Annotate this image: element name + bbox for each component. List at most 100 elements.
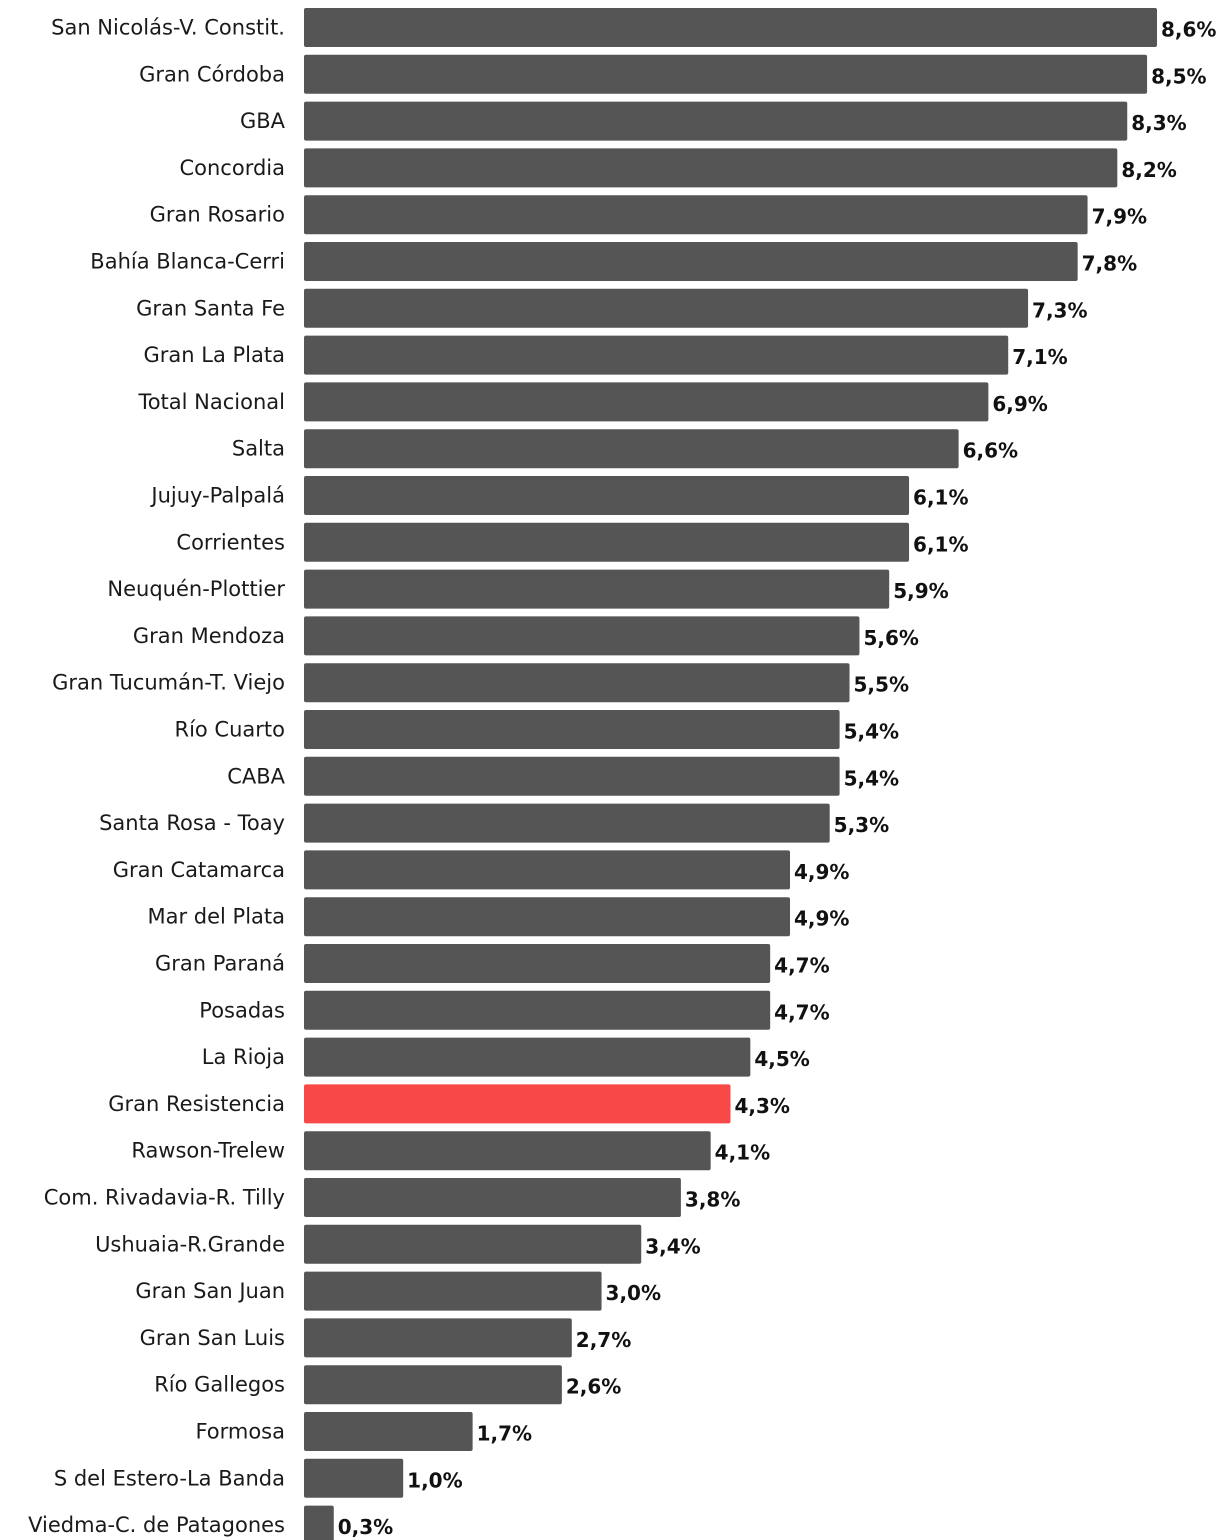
value-label-viedma-c-de-patagones: 0,3% — [338, 1515, 393, 1539]
category-label-total-nacional: Total Nacional — [137, 390, 285, 414]
bar-gran-tucuman-t-viejo — [304, 663, 850, 703]
bar-rawson-trelew — [304, 1131, 711, 1171]
value-label-san-nicolas-v-constit: 8,6% — [1161, 18, 1216, 42]
category-label-caba: CABA — [227, 764, 285, 788]
category-label-gran-rosario: Gran Rosario — [150, 203, 285, 227]
value-label-santa-rosa-toay: 5,3% — [834, 813, 889, 837]
value-label-rio-gallegos: 2,6% — [566, 1375, 621, 1399]
bar-gran-parana — [304, 944, 771, 983]
bar-gran-resistencia — [304, 1084, 731, 1124]
value-label-concordia: 8,2% — [1121, 158, 1176, 182]
category-label-ushuaia-r-grande: Ushuaia-R.Grande — [95, 1232, 285, 1256]
bar-bahia-blanca-cerri — [304, 242, 1078, 281]
category-label-bahia-blanca-cerri: Bahía Blanca-Cerri — [90, 250, 285, 274]
bar-jujuy-palpala — [304, 476, 910, 515]
bar-gran-cordoba — [304, 54, 1148, 94]
category-label-rawson-trelew: Rawson-Trelew — [131, 1139, 285, 1163]
bar-gran-san-luis — [304, 1318, 572, 1358]
category-label-gran-santa-fe: Gran Santa Fe — [136, 296, 285, 320]
category-label-gran-san-luis: Gran San Luis — [140, 1326, 285, 1350]
category-label-san-nicolas-v-constit: San Nicolás-V. Constit. — [51, 16, 285, 40]
category-label-com-rivadavia-r-tilly: Com. Rivadavia-R. Tilly — [44, 1186, 285, 1210]
category-label-viedma-c-de-patagones: Viedma-C. de Patagones — [28, 1513, 285, 1537]
bar-concordia — [304, 148, 1118, 188]
bar-caba — [304, 756, 840, 796]
value-label-gran-resistencia: 4,3% — [735, 1094, 790, 1118]
bar-gran-santa-fe — [304, 288, 1029, 328]
bar-neuquen-plottier — [304, 569, 890, 609]
value-label-ushuaia-r-grande: 3,4% — [645, 1234, 700, 1258]
value-label-formosa: 1,7% — [477, 1422, 532, 1446]
bar-viedma-c-de-patagones — [304, 1505, 334, 1540]
category-label-corrientes: Corrientes — [176, 530, 285, 554]
bar-total-nacional — [304, 382, 989, 422]
category-label-gran-catamarca: Gran Catamarca — [113, 858, 285, 882]
value-label-salta: 6,6% — [963, 439, 1018, 463]
value-label-total-nacional: 6,9% — [992, 392, 1047, 416]
category-label-santa-rosa-toay: Santa Rosa - Toay — [99, 811, 285, 835]
value-label-rio-cuarto: 5,4% — [844, 720, 899, 744]
value-label-gran-tucuman-t-viejo: 5,5% — [854, 673, 909, 697]
category-label-gran-parana: Gran Paraná — [155, 952, 285, 976]
value-label-gran-parana: 4,7% — [774, 954, 829, 978]
bar-mar-del-plata — [304, 897, 791, 937]
value-label-gran-catamarca: 4,9% — [794, 860, 849, 884]
value-label-rawson-trelew: 4,1% — [715, 1141, 770, 1165]
bar-rio-cuarto — [304, 710, 840, 749]
bar-formosa — [304, 1412, 473, 1451]
category-label-la-rioja: La Rioja — [202, 1045, 285, 1069]
category-label-salta: Salta — [232, 437, 285, 461]
bar-corrientes — [304, 522, 910, 562]
value-label-posadas: 4,7% — [774, 1000, 829, 1024]
value-label-mar-del-plata: 4,9% — [794, 907, 849, 931]
bar-san-nicolas-v-constit — [304, 8, 1157, 47]
bar-santa-rosa-toay — [304, 803, 830, 843]
category-label-mar-del-plata: Mar del Plata — [147, 905, 285, 929]
bar-salta — [304, 429, 959, 469]
value-label-com-rivadavia-r-tilly: 3,8% — [685, 1188, 740, 1212]
bar-gran-mendoza — [304, 616, 860, 656]
category-label-s-del-estero-la-banda: S del Estero-La Banda — [54, 1466, 285, 1490]
bar-gran-la-plata — [304, 335, 1009, 375]
value-label-la-rioja: 4,5% — [754, 1047, 809, 1071]
category-label-gran-cordoba: Gran Córdoba — [139, 62, 285, 86]
bar-rio-gallegos — [304, 1365, 562, 1405]
bar-posadas — [304, 990, 771, 1030]
bar-ushuaia-r-grande — [304, 1224, 642, 1264]
bar-gran-san-juan — [304, 1271, 602, 1311]
bar-com-rivadavia-r-tilly — [304, 1178, 681, 1217]
category-label-posadas: Posadas — [199, 998, 285, 1022]
category-label-neuquen-plottier: Neuquén-Plottier — [107, 577, 285, 601]
bar-gba — [304, 101, 1128, 141]
bar-gran-rosario — [304, 195, 1088, 235]
value-label-gran-mendoza: 5,6% — [863, 626, 918, 650]
value-label-gran-san-luis: 2,7% — [576, 1328, 631, 1352]
category-label-gran-tucuman-t-viejo: Gran Tucumán-T. Viejo — [52, 671, 285, 695]
bar-gran-catamarca — [304, 850, 791, 890]
value-label-gran-santa-fe: 7,3% — [1032, 298, 1087, 322]
value-label-bahia-blanca-cerri: 7,8% — [1082, 252, 1137, 276]
category-label-concordia: Concordia — [179, 156, 285, 180]
category-label-rio-cuarto: Río Cuarto — [174, 718, 285, 742]
category-label-gran-mendoza: Gran Mendoza — [133, 624, 285, 648]
value-label-neuquen-plottier: 5,9% — [893, 579, 948, 603]
value-label-s-del-estero-la-banda: 1,0% — [407, 1468, 462, 1492]
category-label-gran-san-juan: Gran San Juan — [135, 1279, 285, 1303]
bar-s-del-estero-la-banda — [304, 1458, 404, 1498]
category-label-gran-resistencia: Gran Resistencia — [108, 1092, 285, 1116]
category-label-gba: GBA — [240, 109, 286, 133]
category-label-jujuy-palpala: Jujuy-Palpalá — [149, 484, 285, 508]
value-label-gran-la-plata: 7,1% — [1012, 345, 1067, 369]
value-label-gran-cordoba: 8,5% — [1151, 64, 1206, 88]
bar-la-rioja — [304, 1037, 751, 1077]
category-label-rio-gallegos: Río Gallegos — [154, 1373, 285, 1397]
value-label-gran-rosario: 7,9% — [1092, 205, 1147, 229]
category-label-formosa: Formosa — [195, 1420, 285, 1444]
value-label-corrientes: 6,1% — [913, 532, 968, 556]
category-label-gran-la-plata: Gran La Plata — [144, 343, 285, 367]
value-label-caba: 5,4% — [844, 766, 899, 790]
value-label-gba: 8,3% — [1131, 111, 1186, 135]
value-label-jujuy-palpala: 6,1% — [913, 486, 968, 510]
value-label-gran-san-juan: 3,0% — [606, 1281, 661, 1305]
